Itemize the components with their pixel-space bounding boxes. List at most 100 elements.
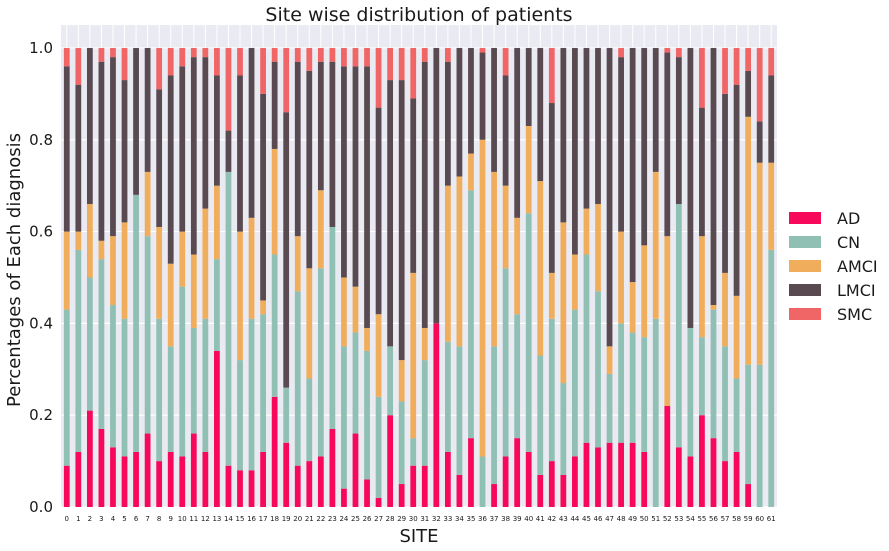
bar-cn-site-44	[572, 309, 578, 457]
bar-cn-site-6	[133, 194, 139, 452]
x-tick-label: 61	[767, 515, 776, 523]
bars	[63, 47, 775, 507]
x-tick-label: 38	[501, 515, 510, 523]
bar-lmci-site-1	[75, 84, 82, 232]
x-tick-label: 13	[212, 515, 221, 523]
bar-cn-site-14	[225, 171, 232, 466]
bar-cn-site-47	[606, 373, 613, 443]
bar-cn-site-11	[190, 327, 197, 434]
bar-cn-site-2	[86, 277, 93, 411]
bar-lmci-site-33	[444, 61, 451, 186]
bar-amci-site-17	[260, 300, 266, 315]
bar-cn-site-57	[722, 346, 728, 462]
bar-smc-site-19	[283, 47, 290, 113]
bar-amci-site-33	[444, 185, 451, 342]
bar-ad-site-52	[664, 406, 671, 507]
x-tick-label: 14	[224, 515, 233, 523]
bar-ad-site-26	[364, 479, 370, 507]
bar-lmci-site-12	[202, 57, 209, 209]
bar-amci-site-20	[294, 236, 301, 292]
bar-lmci-site-5	[121, 80, 128, 223]
bar-lmci-site-58	[733, 84, 740, 296]
bar-cn-site-34	[456, 346, 463, 475]
bar-ad-site-4	[110, 447, 116, 507]
bar-cn-site-1	[75, 249, 82, 452]
x-tick-label: 44	[570, 515, 579, 523]
x-tick-label: 34	[455, 515, 464, 523]
bar-ad-site-43	[560, 474, 567, 507]
bar-amci-site-60	[756, 162, 763, 365]
x-tick-label: 1	[76, 515, 80, 523]
bar-ad-site-56	[710, 438, 717, 507]
bar-lmci-site-15	[237, 75, 243, 232]
bar-lmci-site-51	[652, 47, 659, 172]
bar-ad-site-20	[294, 465, 301, 507]
bar-ad-site-47	[606, 442, 613, 507]
bar-lmci-site-56	[710, 47, 717, 306]
bar-smc-site-48	[618, 47, 624, 58]
bar-smc-site-42	[548, 47, 555, 104]
bar-cn-site-46	[595, 291, 601, 448]
bar-ad-site-19	[283, 442, 290, 507]
bar-cn-site-5	[121, 318, 128, 457]
bar-smc-site-4	[110, 47, 116, 58]
bar-ad-site-29	[398, 484, 405, 507]
bar-lmci-site-53	[675, 57, 682, 205]
bar-ad-site-28	[387, 415, 394, 507]
bar-ad-site-33	[444, 451, 451, 507]
bar-smc-site-52	[664, 47, 671, 53]
x-tick-label: 28	[386, 515, 395, 523]
bar-amci-site-25	[352, 286, 359, 333]
bar-ad-site-44	[572, 456, 578, 507]
x-tick-label: 29	[397, 515, 406, 523]
x-tick-label: 37	[490, 515, 499, 523]
bar-amci-site-43	[560, 222, 567, 384]
x-tick-label: 30	[409, 515, 418, 523]
bar-smc-site-5	[121, 47, 128, 81]
x-tick-label: 55	[697, 515, 706, 523]
y-tick-labels: 0.0 0.2 0.4 0.6 0.8 1.0	[29, 39, 53, 516]
bar-amci-site-26	[364, 327, 370, 351]
x-tick-label: 36	[478, 515, 487, 523]
bar-cn-site-12	[202, 318, 209, 452]
bar-lmci-site-30	[410, 98, 417, 273]
bar-lmci-site-27	[375, 107, 382, 315]
x-tick-label: 41	[536, 515, 545, 523]
bar-lmci-site-16	[248, 47, 255, 218]
bar-cn-site-20	[294, 291, 301, 466]
bar-amci-site-12	[202, 208, 209, 319]
bar-smc-site-15	[237, 47, 243, 76]
bar-amci-site-2	[86, 204, 93, 278]
bar-ad-site-55	[699, 415, 705, 507]
x-tick-label: 42	[547, 515, 556, 523]
bar-amci-site-30	[410, 272, 417, 439]
legend-swatch-cn	[789, 236, 821, 248]
x-tick-label: 49	[628, 515, 637, 523]
bar-ad-site-7	[144, 433, 151, 507]
bar-lmci-site-46	[595, 47, 601, 205]
bar-lmci-site-26	[364, 66, 370, 328]
bar-lmci-site-43	[560, 47, 567, 223]
x-tick-label: 27	[374, 515, 383, 523]
bar-ad-site-21	[306, 461, 313, 507]
bar-lmci-site-22	[317, 61, 324, 191]
x-tick-label: 56	[709, 515, 718, 523]
bar-amci-site-13	[214, 185, 220, 260]
legend-label-cn: CN	[837, 233, 860, 252]
bar-amci-site-35	[468, 153, 474, 191]
bar-smc-site-17	[260, 47, 266, 94]
chart-title: Site wise distribution of patients	[265, 4, 572, 26]
bar-smc-site-1	[75, 47, 82, 85]
bar-smc-site-29	[398, 47, 405, 81]
bar-amci-site-1	[75, 231, 82, 250]
bar-lmci-site-21	[306, 70, 313, 269]
x-tick-label: 23	[328, 515, 337, 523]
x-tick-label: 45	[582, 515, 591, 523]
x-tick-label: 48	[617, 515, 626, 523]
x-tick-label: 59	[744, 515, 753, 523]
y-tick-label: 0.0	[29, 498, 53, 516]
bar-smc-site-33	[444, 47, 451, 62]
bar-cn-site-36	[479, 456, 486, 507]
bar-smc-site-11	[190, 47, 197, 58]
bar-cn-site-56	[710, 309, 717, 439]
